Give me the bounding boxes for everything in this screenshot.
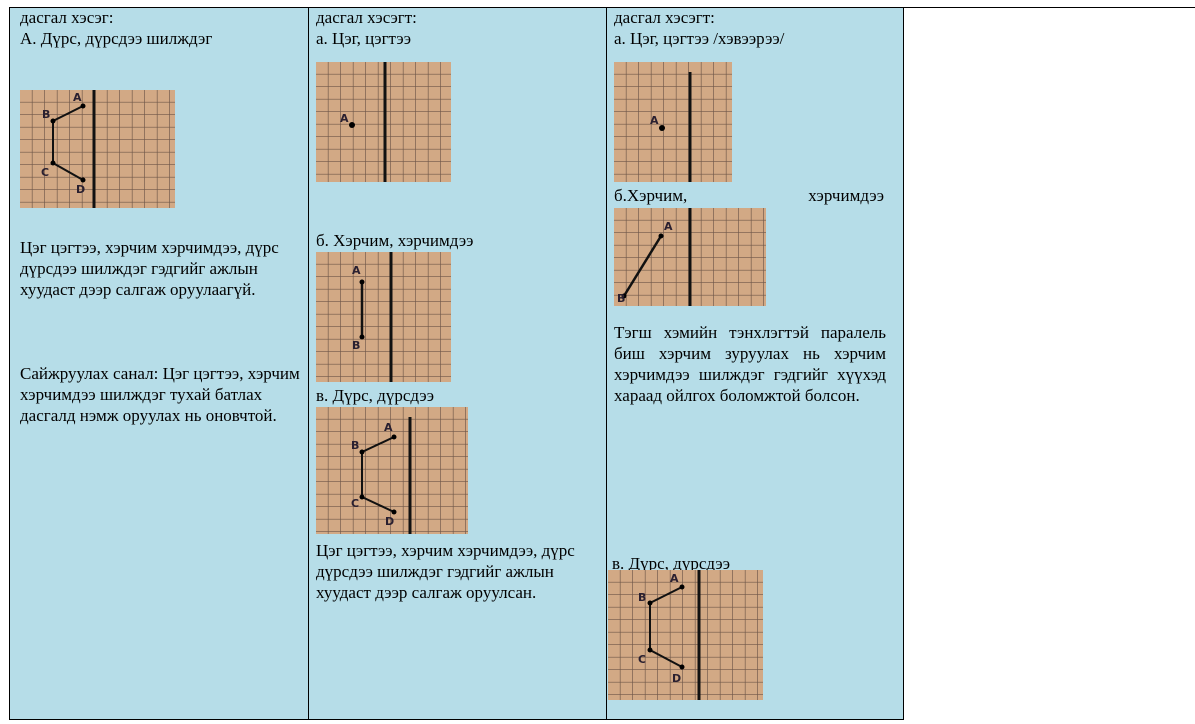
figure-label: A <box>384 421 393 434</box>
figure: A B C D <box>20 90 175 208</box>
section-title: а. Цэг, цэгтээ <box>316 29 411 48</box>
subtitle: А. Дүрс, дүрсдээ шилждэг <box>20 29 213 48</box>
figure: A <box>614 62 732 182</box>
section-title: в. Дүрс, дүрсдээ <box>316 386 435 405</box>
note: Цэг цэгтээ, хэрчим хэрчимдээ, дүрс дүрсд… <box>20 238 279 299</box>
figure-label: B <box>351 439 359 452</box>
column <box>903 7 1195 720</box>
heading: дасгал хэсэг: <box>20 8 114 27</box>
table-border <box>9 719 903 720</box>
figure-label: A <box>650 114 659 127</box>
section-title: в. Дүрс, дүрсдээ <box>612 554 731 573</box>
figure-label: B <box>42 108 50 121</box>
figure-label: B <box>638 591 646 604</box>
suggestion: Сайжруулах санал: Цэг цэгтээ, хэрчим хэр… <box>20 364 300 425</box>
note: Тэгш хэмийн тэнхлэгтэй паралель биш хэрч… <box>614 323 886 405</box>
figure: A B C D <box>316 407 468 534</box>
heading: дасгал хэсэгт: <box>614 8 715 27</box>
figure-label: C <box>41 166 49 179</box>
figure: A B <box>614 208 766 306</box>
figure: A B <box>316 252 451 382</box>
figure-label: B <box>617 292 625 305</box>
figure-label: A <box>670 572 679 585</box>
section-title: а. Цэг, цэгтээ /хэвээрээ/ <box>614 29 785 48</box>
note: Цэг цэгтээ, хэрчим хэрчимдээ, дүрс дүрсд… <box>316 541 575 602</box>
section-title: б. Хэрчим, хэрчимдээ <box>316 231 474 250</box>
figure-label: B <box>352 339 360 352</box>
figure-label: A <box>73 91 82 104</box>
section-title: б.Хэрчим, хэрчимдээ <box>614 186 884 205</box>
figure-label: C <box>351 497 359 510</box>
figure-label: D <box>385 515 394 528</box>
figure-label: A <box>352 264 361 277</box>
figure-label: A <box>664 220 673 233</box>
figure-label: A <box>340 112 349 125</box>
figure-label: C <box>638 653 646 666</box>
figure: A <box>316 62 451 182</box>
figure-label: D <box>76 183 85 196</box>
figure: A B C D <box>608 570 763 700</box>
heading: дасгал хэсэгт: <box>316 8 417 27</box>
figure-label: D <box>672 672 681 685</box>
